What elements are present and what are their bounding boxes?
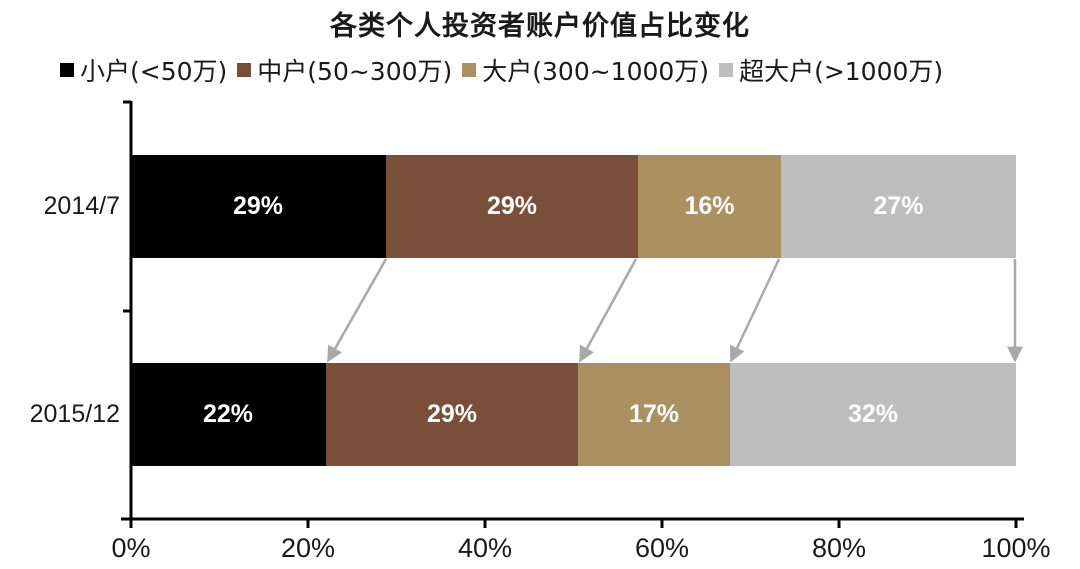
arrow-medium-large-boundary [578, 258, 638, 363]
segment-medium: 29% [326, 363, 578, 466]
segment-xlarge: 32% [730, 363, 1016, 466]
legend-item-small: 小户(<50万) [60, 52, 227, 88]
legend-swatch-large [462, 63, 477, 77]
segment-large: 17% [578, 363, 730, 466]
legend-swatch-small [60, 63, 74, 77]
data-label: 29% [426, 400, 478, 428]
legend-item-xlarge: 超大户(>1000万) [719, 52, 943, 88]
legend-swatch-xlarge [719, 63, 734, 77]
bar-2014-7: 29% 29% 16% 27% [130, 155, 1016, 258]
arrow-large-xlarge-boundary [729, 258, 781, 363]
legend-label-medium: 中户(50~300万) [257, 57, 453, 86]
segment-large: 16% [638, 155, 781, 258]
legend: 小户(<50万) 中户(50~300万) 大户(300~1000万) 超大户(>… [60, 52, 1060, 88]
legend-label-xlarge: 超大户(>1000万) [739, 57, 944, 86]
x-tick-label-60: 60% [634, 533, 690, 563]
data-label: 29% [486, 192, 538, 220]
x-tick-label-40: 40% [457, 533, 513, 563]
y-label-2015-12: 2015/12 [29, 400, 120, 428]
data-label: 16% [684, 192, 735, 220]
data-label: 27% [873, 192, 924, 220]
legend-swatch-medium [237, 63, 252, 77]
bar-2015-12: 22% 29% 17% 32% [130, 363, 1016, 466]
x-tick-label-100: 100% [981, 533, 1051, 563]
data-label: 29% [232, 192, 284, 220]
data-label: 32% [847, 400, 899, 428]
data-label: 17% [628, 400, 680, 428]
x-tick-label-20: 20% [280, 533, 336, 563]
chart-title: 各类个人投资者账户价值占比变化 [330, 11, 750, 42]
legend-item-medium: 中户(50~300万) [237, 52, 452, 88]
y-label-2014-7: 2014/7 [43, 192, 120, 220]
legend-label-large: 大户(300~1000万) [482, 57, 710, 86]
segment-xlarge: 27% [781, 155, 1016, 258]
segment-small: 29% [130, 155, 386, 258]
legend-item-large: 大户(300~1000万) [462, 52, 709, 88]
x-tick-label-80: 80% [811, 533, 867, 563]
data-label: 22% [202, 400, 254, 428]
x-tick-label-0: 0% [111, 533, 151, 563]
legend-label-small: 小户(<50万) [80, 57, 228, 86]
segment-small: 22% [130, 363, 326, 466]
arrow-small-medium-boundary [326, 258, 388, 363]
segment-medium: 29% [386, 155, 638, 258]
